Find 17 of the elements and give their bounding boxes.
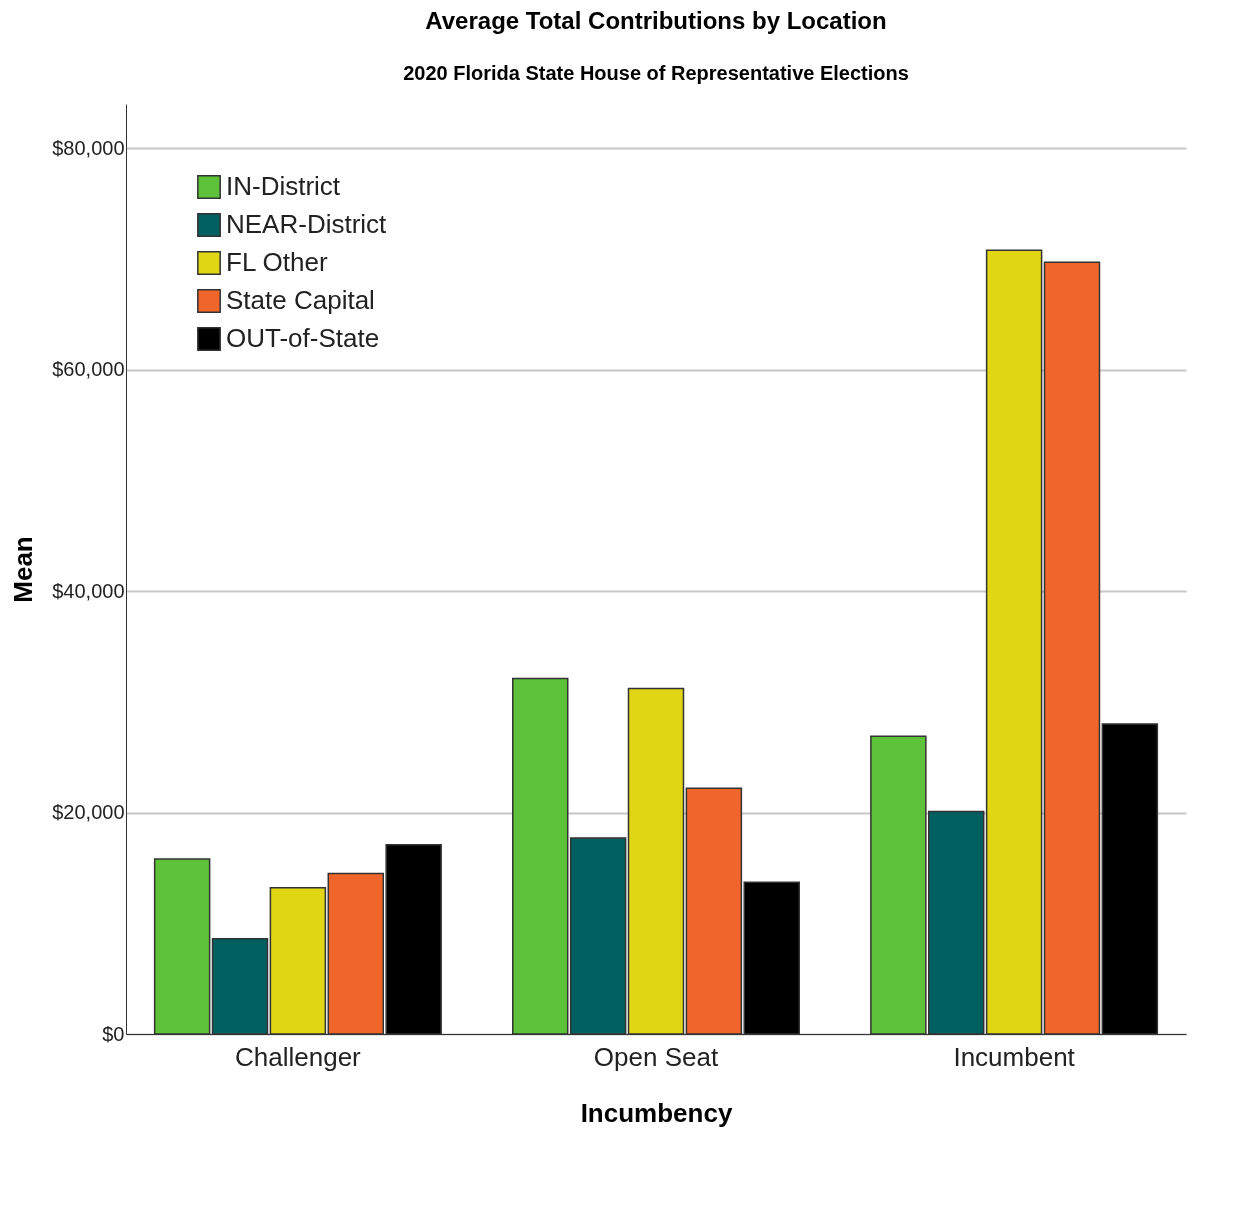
x-tick-label: Incumbent: [953, 1041, 1076, 1072]
x-tick-label: Open Seat: [593, 1041, 719, 1072]
y-tick-label: $40,000: [52, 579, 125, 602]
legend-label: State Capital: [226, 285, 375, 315]
legend-label: NEAR-District: [226, 209, 388, 239]
legend-label: OUT-of-State: [226, 323, 380, 353]
y-tick-label: $60,000: [52, 358, 125, 381]
legend-label: FL Other: [226, 247, 328, 277]
y-tick-label: $80,000: [52, 136, 125, 159]
x-axis-title: Incumbency: [580, 1097, 733, 1128]
y-tick-label: $20,000: [52, 801, 125, 824]
legend-label: IN-District: [226, 171, 341, 201]
y-tick-label: $0: [102, 1022, 125, 1045]
x-tick-label: Challenger: [235, 1041, 362, 1072]
y-axis-title: Mean: [8, 536, 39, 603]
chart-subtitle: 2020 Florida State House of Representative Elections: [403, 62, 909, 84]
chart-title: Average Total Contributions by Location: [425, 7, 887, 34]
